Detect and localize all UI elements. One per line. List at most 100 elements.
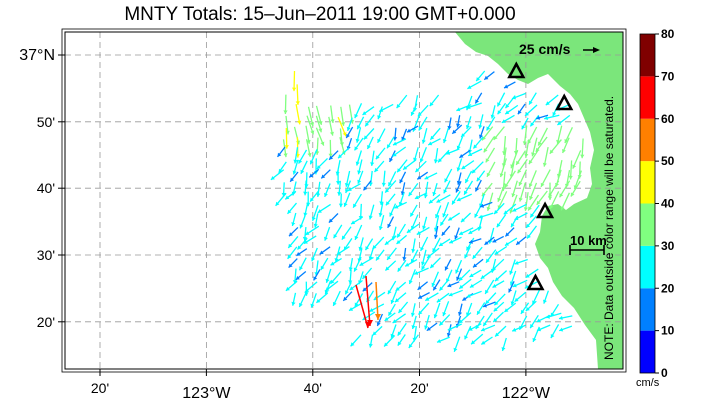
current-vector-head [472,254,477,259]
current-vector-head [309,160,314,165]
current-vector-head [415,168,420,173]
current-vector-head [299,302,303,307]
current-vector-head [469,273,474,277]
current-vector-head [469,239,473,244]
current-vector-head [414,271,419,275]
current-vector-head [429,102,434,107]
current-vector-head [475,187,479,192]
current-vector-head [549,205,554,209]
y-tick-label: 20' [37,314,55,330]
current-vector-head [367,320,373,326]
current-vector-head [493,135,498,140]
current-vector-head [337,192,342,196]
current-vector-head [410,312,415,317]
current-vector-head [468,327,473,331]
current-vector-head [474,213,479,218]
current-vector-head [365,246,370,251]
radar-sites [507,61,574,291]
current-vector-head [408,192,413,197]
current-vector-head [344,183,349,187]
current-vector-head [522,141,527,145]
current-vector-head [459,319,463,324]
current-vector-head [490,114,495,119]
current-vector-head [570,192,575,197]
current-vector-head [530,122,535,127]
current-vector-head [508,288,513,293]
current-vector-head [422,225,427,230]
current-vector-head [385,266,390,271]
current-vector-head [345,189,349,193]
current-vector-head [525,273,530,278]
current-vector-head [285,286,290,291]
current-vector-head [368,215,373,220]
current-vector-head [320,265,325,270]
scale-arrow-label: 25 cm/s [519,41,571,57]
current-vector-head [512,283,517,288]
x-tick-label: 123°W [182,385,231,402]
current-vector-head [529,100,533,105]
current-vector-head [297,245,302,250]
y-tick-label: 30' [37,247,55,263]
current-vector-head [473,144,478,149]
current-vector-head [486,258,490,263]
current-vector-head [403,165,408,170]
current-vector-head [505,104,510,109]
current-vector-head [531,152,536,157]
current-vector-head [341,235,346,240]
current-vector-head [346,133,350,138]
current-vector-head [521,125,526,130]
colorbar-segment [640,118,655,162]
current-vector-head [568,175,573,180]
current-vector-head [316,193,321,197]
current-vector-head [452,200,456,205]
x-tick-label: 20' [410,380,428,396]
current-vector-head [473,263,478,268]
current-vector-head [427,254,432,258]
current-vector-head [430,264,435,268]
current-vector-head [278,168,283,173]
current-vector-head [330,261,335,266]
colorbar-tick-label: 0 [661,366,668,380]
y-tick-label: 37°N [19,47,55,64]
current-vector-head [387,290,392,295]
current-vector-head [442,312,447,317]
current-vector-head [393,141,397,146]
current-vector-head [381,182,386,187]
current-vector-head [528,183,533,188]
current-vector-head [406,228,411,233]
current-vector-head [475,99,479,104]
current-vector-head [310,130,315,135]
current-vector-head [400,191,405,195]
current-vector-head [440,221,444,226]
current-vector-head [547,196,553,200]
current-vector-head [439,286,444,291]
current-vector-head [310,303,315,308]
current-vector-head [417,285,422,290]
current-vector-head [478,214,483,219]
current-vector-head [365,122,369,127]
current-vector-head [389,212,394,217]
current-vector-head [550,334,555,339]
current-vector-head [377,138,382,143]
current-vector-head [299,224,304,229]
current-vector-head [433,286,437,291]
current-vector-head [495,332,500,337]
current-vector-head [287,254,292,259]
current-vector-head [439,321,444,326]
current-vector-head [423,194,428,199]
current-vector-head [319,250,324,255]
current-vector-head [528,160,533,165]
current-vector-head [392,319,397,323]
current-vector-head [486,126,491,131]
current-vector-head [432,191,437,196]
current-vector-head [396,104,401,109]
current-vector-head [397,341,402,346]
current-vector-head [499,173,504,178]
current-vector-head [494,250,499,255]
current-vector-head [285,195,290,200]
current-vector-head [448,216,453,221]
current-vector-head [358,246,363,251]
current-vector-head [548,193,553,198]
current-vector-head [318,121,323,125]
y-tick-label: 40' [37,180,55,196]
